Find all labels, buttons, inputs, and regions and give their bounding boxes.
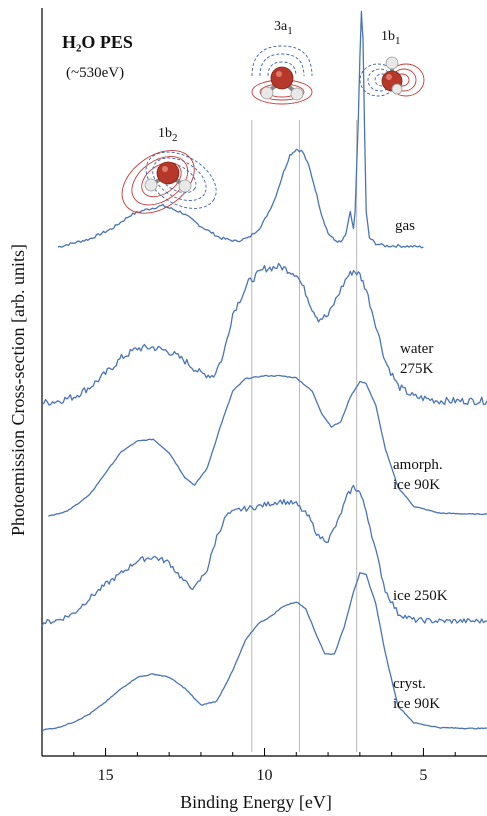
axes [41, 8, 487, 757]
orbital-3a1-label: 3a1 [274, 19, 293, 37]
spectrum-line [41, 262, 487, 406]
spectrum-line [57, 10, 424, 249]
orbital-1b2-label: 1b2 [158, 126, 178, 144]
orbital-1b1-label: 1b1 [381, 29, 401, 47]
x-axis-title: Binding Energy [eV] [180, 792, 332, 812]
orbital-1b1-icon [359, 56, 425, 97]
x-tick-label: 15 [98, 767, 114, 784]
reference-lines [251, 120, 358, 752]
trace-label: water 275K [400, 341, 434, 377]
orbital-3a1-icon [251, 45, 313, 105]
trace-labels: gas water 275K amorph. ice 90K ice 250K cryst.… [393, 218, 448, 712]
chart-title: H₂O PES [62, 32, 133, 52]
trace-label: gas [395, 218, 415, 234]
chart-subtitle: (~530eV) [66, 65, 124, 81]
y-axis-title: Photoemission Cross-section [arb. units] [8, 244, 28, 536]
trace-label: amorph. ice 90K [393, 457, 443, 493]
x-ticks: 15 10 5 [73, 748, 456, 784]
x-tick-label: 10 [257, 767, 273, 784]
trace-label: cryst. ice 90K [393, 676, 440, 712]
spectrum-line [41, 484, 487, 626]
spectrum-line [48, 374, 487, 517]
trace-label: ice 250K [393, 588, 448, 604]
x-tick-label: 5 [419, 767, 427, 784]
spectra [41, 10, 487, 732]
spectrum-line [41, 572, 487, 732]
orbital-1b2-icon [121, 150, 217, 214]
